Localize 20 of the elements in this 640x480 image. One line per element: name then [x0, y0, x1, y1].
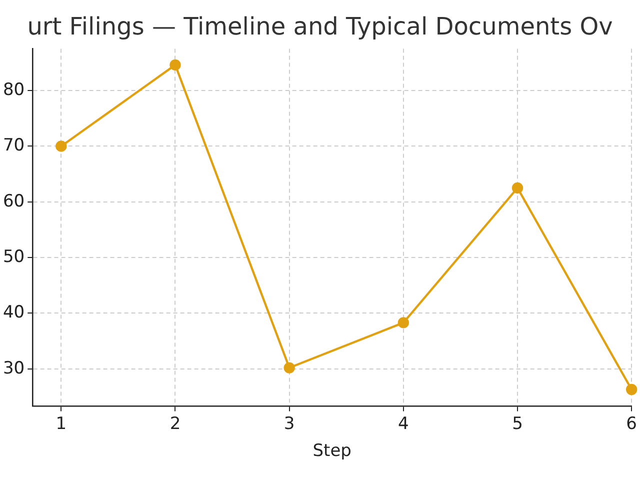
x-tick-label: 1	[56, 414, 67, 434]
y-tick-label: 50	[2, 246, 25, 267]
point	[170, 59, 181, 71]
y-tick-label: 40	[2, 302, 25, 323]
point	[398, 317, 410, 328]
point	[626, 384, 638, 396]
x-tick-label: 3	[284, 414, 295, 434]
chart-title: urt Filings — Timeline and Typical Documents Ov	[27, 12, 613, 41]
x-axis-title: Step	[312, 441, 352, 462]
point	[512, 182, 524, 194]
x-tick-label: 2	[170, 414, 181, 434]
x-tick-label: 4	[398, 414, 409, 434]
point	[284, 362, 295, 374]
x-tick-label: 6	[626, 414, 638, 434]
x-tick-label: 5	[512, 414, 523, 434]
y-tick-label: 80	[2, 80, 25, 100]
y-tick-label: 70	[2, 136, 25, 156]
point	[56, 140, 67, 152]
y-tick-label: 60	[2, 191, 25, 212]
y-tick-label: 30	[2, 358, 25, 378]
